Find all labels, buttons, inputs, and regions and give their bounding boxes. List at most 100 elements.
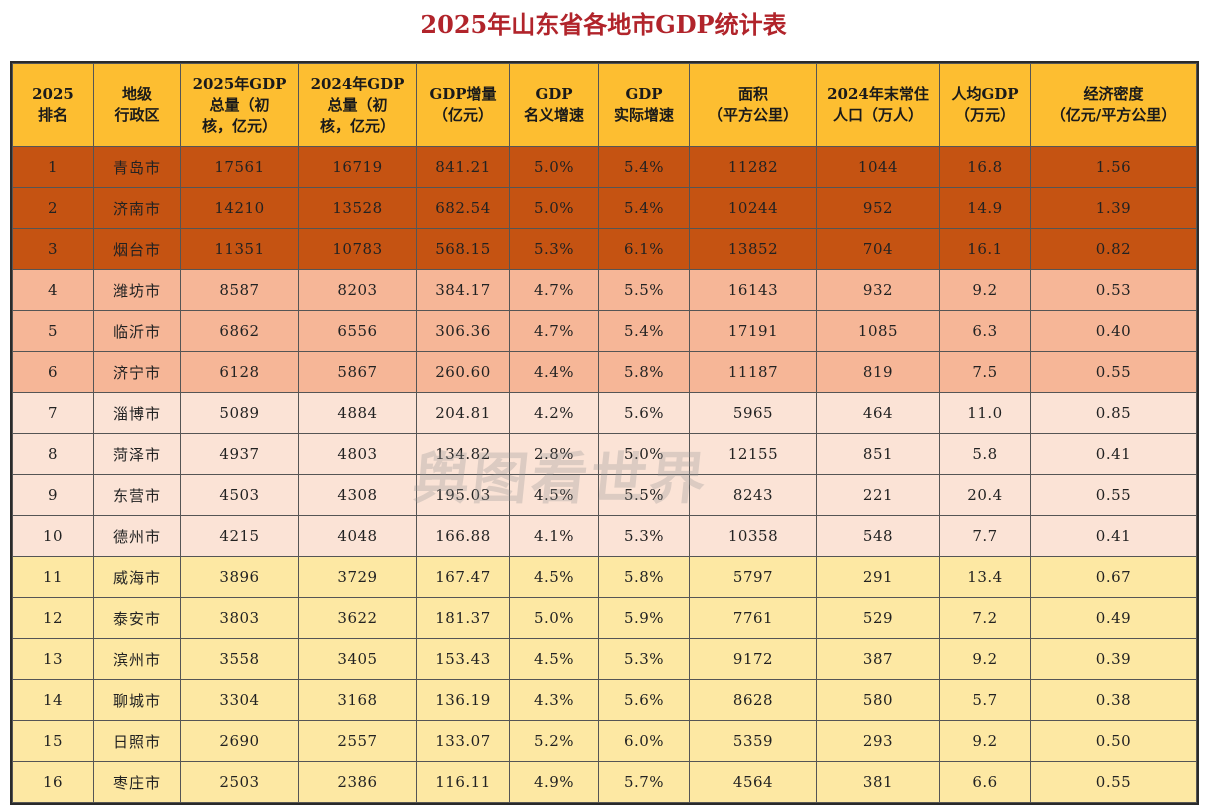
cell-rank: 15 <box>12 720 94 762</box>
cell-gdp-2024: 13528 <box>298 187 417 229</box>
cell-gdp-2024: 4048 <box>298 515 417 557</box>
header-line: 行政区 <box>114 106 160 124</box>
table-row: 16 枣庄市 2503 2386 116.11 4.9% 5.7% 4564 381 6.6 0.5… <box>12 761 1197 803</box>
cell-gdp-increment: 841.21 <box>416 146 510 188</box>
cell-economic-density: 0.41 <box>1030 433 1197 475</box>
cell-area: 5359 <box>689 720 817 762</box>
cell-gdp-2025: 6862 <box>180 310 299 352</box>
cell-gdp-2025: 6128 <box>180 351 299 393</box>
cell-population: 851 <box>816 433 940 475</box>
header-line: 2025 <box>32 85 74 103</box>
cell-gdp-increment: 195.03 <box>416 474 510 516</box>
cell-economic-density: 0.55 <box>1030 761 1197 803</box>
gdp-table-frame: 2025 排名 地级 行政区 2025年GDP 总量（初 核，亿元） 2024年GDP 总量（初… <box>10 61 1199 805</box>
cell-population: 580 <box>816 679 940 721</box>
cell-economic-density: 0.38 <box>1030 679 1197 721</box>
cell-gdp-per-capita: 9.2 <box>939 720 1031 762</box>
cell-real-growth: 5.3% <box>598 515 690 557</box>
table-body: 1 青岛市 17561 16719 841.21 5.0% 5.4% 11282 1044 16.… <box>12 146 1197 803</box>
cell-region: 潍坊市 <box>93 269 181 311</box>
cell-gdp-per-capita: 7.5 <box>939 351 1031 393</box>
cell-gdp-2025: 8587 <box>180 269 299 311</box>
cell-area: 10358 <box>689 515 817 557</box>
table-row: 13 滨州市 3558 3405 153.43 4.5% 5.3% 9172 387 9.2 0.3… <box>12 638 1197 680</box>
cell-gdp-increment: 682.54 <box>416 187 510 229</box>
cell-gdp-2025: 11351 <box>180 228 299 270</box>
header-line: 人均GDP <box>951 85 1019 103</box>
header-line: GDP <box>535 85 573 103</box>
cell-region: 泰安市 <box>93 597 181 639</box>
cell-gdp-2025: 5089 <box>180 392 299 434</box>
table-row: 7 淄博市 5089 4884 204.81 4.2% 5.6% 5965 464 11.0 0.8… <box>12 392 1197 434</box>
header-row: 2025 排名 地级 行政区 2025年GDP 总量（初 核，亿元） 2024年GDP 总量（初… <box>12 63 1197 147</box>
cell-gdp-increment: 568.15 <box>416 228 510 270</box>
cell-economic-density: 1.39 <box>1030 187 1197 229</box>
cell-gdp-increment: 181.37 <box>416 597 510 639</box>
cell-nominal-growth: 4.3% <box>509 679 599 721</box>
header-line: 面积 <box>737 85 768 103</box>
cell-real-growth: 5.9% <box>598 597 690 639</box>
header-line: （亿元/平方公里） <box>1050 106 1177 124</box>
cell-population: 932 <box>816 269 940 311</box>
cell-gdp-per-capita: 11.0 <box>939 392 1031 434</box>
header-rank: 2025 排名 <box>12 63 94 147</box>
cell-population: 464 <box>816 392 940 434</box>
cell-gdp-2024: 3405 <box>298 638 417 680</box>
cell-gdp-2024: 5867 <box>298 351 417 393</box>
cell-population: 704 <box>816 228 940 270</box>
cell-nominal-growth: 5.3% <box>509 228 599 270</box>
cell-gdp-per-capita: 6.6 <box>939 761 1031 803</box>
cell-gdp-increment: 384.17 <box>416 269 510 311</box>
cell-gdp-per-capita: 9.2 <box>939 638 1031 680</box>
header-area: 面积 （平方公里） <box>689 63 817 147</box>
cell-area: 8628 <box>689 679 817 721</box>
table-row: 3 烟台市 11351 10783 568.15 5.3% 6.1% 13852 704 16.1… <box>12 228 1197 270</box>
cell-gdp-increment: 134.82 <box>416 433 510 475</box>
cell-region: 烟台市 <box>93 228 181 270</box>
cell-area: 12155 <box>689 433 817 475</box>
cell-gdp-increment: 136.19 <box>416 679 510 721</box>
cell-gdp-2025: 17561 <box>180 146 299 188</box>
header-gdp-2025: 2025年GDP 总量（初 核，亿元） <box>180 63 299 147</box>
table-row: 4 潍坊市 8587 8203 384.17 4.7% 5.5% 16143 932 9.2 0.5… <box>12 269 1197 311</box>
header-line: 人口（万人） <box>832 106 923 124</box>
cell-rank: 2 <box>12 187 94 229</box>
header-line: GDP增量 <box>429 85 497 103</box>
cell-gdp-increment: 204.81 <box>416 392 510 434</box>
table-row: 8 菏泽市 4937 4803 134.82 2.8% 5.0% 12155 851 5.8 0.4… <box>12 433 1197 475</box>
cell-gdp-per-capita: 6.3 <box>939 310 1031 352</box>
cell-gdp-per-capita: 7.7 <box>939 515 1031 557</box>
cell-nominal-growth: 4.1% <box>509 515 599 557</box>
cell-nominal-growth: 4.7% <box>509 269 599 311</box>
cell-real-growth: 5.4% <box>598 146 690 188</box>
page-title: 2025年山东省各地市GDP统计表 <box>420 10 787 39</box>
cell-nominal-growth: 4.5% <box>509 556 599 598</box>
header-line: （万元） <box>954 106 1015 124</box>
cell-real-growth: 5.6% <box>598 679 690 721</box>
cell-gdp-increment: 306.36 <box>416 310 510 352</box>
cell-rank: 7 <box>12 392 94 434</box>
cell-gdp-2025: 14210 <box>180 187 299 229</box>
cell-gdp-per-capita: 14.9 <box>939 187 1031 229</box>
header-line: 总量（初 <box>209 95 270 114</box>
cell-gdp-increment: 153.43 <box>416 638 510 680</box>
cell-population: 381 <box>816 761 940 803</box>
cell-economic-density: 0.82 <box>1030 228 1197 270</box>
cell-real-growth: 5.3% <box>598 638 690 680</box>
cell-gdp-2024: 4803 <box>298 433 417 475</box>
header-line: 总量（初 <box>327 95 388 114</box>
cell-economic-density: 0.50 <box>1030 720 1197 762</box>
cell-gdp-2024: 2557 <box>298 720 417 762</box>
cell-area: 11282 <box>689 146 817 188</box>
cell-real-growth: 5.4% <box>598 310 690 352</box>
cell-real-growth: 5.0% <box>598 433 690 475</box>
cell-region: 济宁市 <box>93 351 181 393</box>
cell-gdp-2025: 3558 <box>180 638 299 680</box>
table-row: 15 日照市 2690 2557 133.07 5.2% 6.0% 5359 293 9.2 0.5… <box>12 720 1197 762</box>
cell-nominal-growth: 4.9% <box>509 761 599 803</box>
table-row: 1 青岛市 17561 16719 841.21 5.0% 5.4% 11282 1044 16.… <box>12 146 1197 188</box>
cell-gdp-2024: 6556 <box>298 310 417 352</box>
header-gdp-increment: GDP增量 （亿元） <box>416 63 510 147</box>
cell-gdp-2024: 3622 <box>298 597 417 639</box>
cell-region: 德州市 <box>93 515 181 557</box>
